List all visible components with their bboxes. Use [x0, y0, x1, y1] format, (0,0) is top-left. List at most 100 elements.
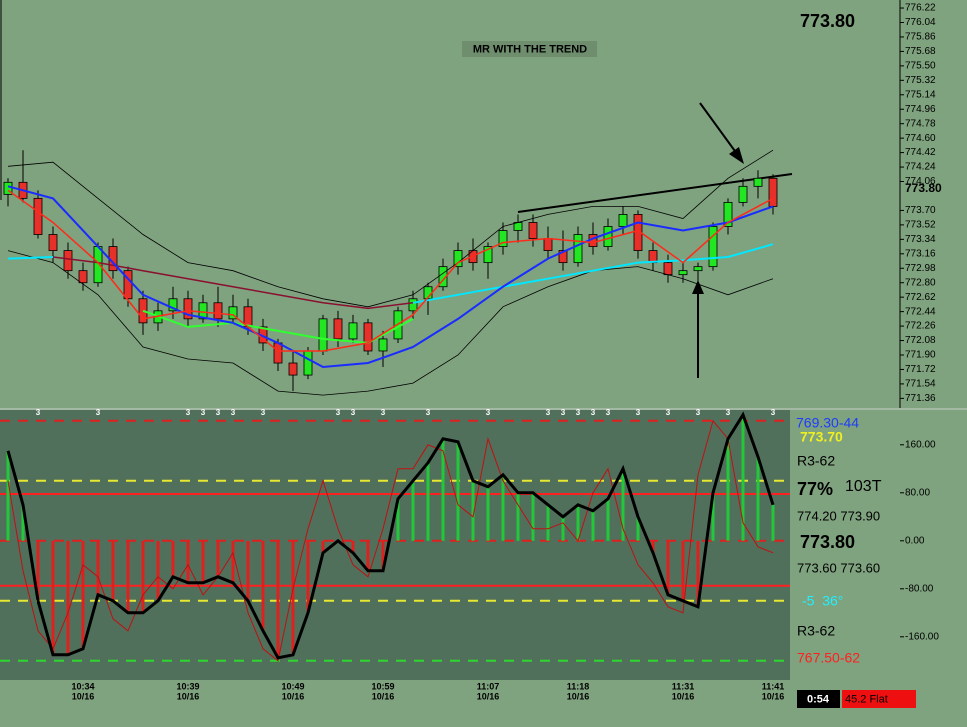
candle-body [693, 266, 703, 272]
histogram-bar [21, 504, 25, 541]
candle-body [663, 262, 673, 276]
histogram-bar [156, 540, 160, 601]
signal-marker: 3 [486, 408, 491, 417]
histogram-bar [756, 456, 760, 541]
candle-body [303, 350, 313, 376]
histogram-bar [291, 540, 295, 655]
histogram-bar [726, 438, 730, 541]
signal-marker: 3 [201, 408, 206, 417]
x-date-label: 10/16 [567, 691, 590, 701]
y-tick-label: -160.00 [905, 631, 939, 642]
annotation-box [462, 41, 597, 57]
histogram-bar [621, 468, 625, 541]
y-tick-label: 775.14 [905, 89, 936, 100]
y-tick-label: 776.22 [905, 3, 936, 14]
x-date-label: 10/16 [672, 691, 695, 701]
histogram-bar [711, 492, 715, 541]
y-tick-label: 80.00 [905, 487, 930, 498]
histogram-bar [231, 540, 235, 583]
y-tick-label: 772.44 [905, 306, 936, 317]
signal-marker: 3 [381, 408, 386, 417]
indicator-line [7, 189, 774, 352]
indicator-line [7, 185, 774, 369]
x-tick-label: 11:18 [567, 681, 590, 691]
candle-body [33, 197, 43, 235]
histogram-bar [351, 540, 355, 553]
arrow-shaft [699, 102, 741, 159]
axes: 776.22 776.04 775.86 775.68 775.50 775.32 775.… [36, 3, 940, 702]
candle-body [558, 250, 568, 264]
candle-body [603, 226, 613, 247]
signal-marker: 3 [186, 408, 191, 417]
signal-marker: 3 [636, 408, 641, 417]
last-price-axis: 773.80 [905, 181, 942, 195]
histogram-bar [501, 474, 505, 541]
x-tick-label: 10:34 [71, 681, 94, 691]
signal-marker: 3 [576, 408, 581, 417]
readout: -5 36° [802, 593, 843, 609]
readout: 773.60 773.60 [797, 560, 880, 575]
y-tick-label: 774.24 [905, 162, 936, 173]
y-tick-label: 775.50 [905, 60, 936, 71]
histogram-bar [36, 540, 40, 601]
indicator-line [6, 411, 775, 660]
candle-body [348, 322, 358, 340]
histogram-bar [171, 540, 175, 577]
y-tick-label: 771.54 [905, 379, 936, 390]
status-box [842, 690, 916, 708]
histogram-bar [216, 540, 220, 577]
arrow-head [729, 147, 744, 164]
histogram-bar [306, 540, 310, 613]
histogram-bar [531, 492, 535, 541]
histogram-bar [666, 540, 670, 595]
y-tick-label: 771.36 [905, 393, 936, 404]
price-plot [3, 149, 778, 396]
candle-body [78, 270, 88, 284]
x-date-label: 10/16 [177, 691, 200, 701]
indicator-line [7, 149, 774, 308]
readout: 103T [845, 478, 882, 495]
signal-marker: 3 [261, 408, 266, 417]
y-tick-label: 774.78 [905, 118, 936, 129]
candle-body [213, 302, 223, 320]
oscillator-panel [0, 410, 790, 680]
y-tick-label: 772.62 [905, 292, 936, 303]
signal-marker: 3 [726, 408, 731, 417]
histogram-bar [591, 510, 595, 541]
candle-body [273, 342, 283, 364]
signal-marker: 3 [771, 408, 776, 417]
histogram-bar [546, 504, 550, 541]
indicator-line [7, 243, 774, 304]
signal-marker: 3 [606, 408, 611, 417]
x-date-label: 10/16 [72, 691, 95, 701]
candle-body [573, 234, 583, 264]
x-tick-label: 11:31 [672, 681, 695, 691]
histogram-bar [651, 540, 655, 553]
candle-body [333, 318, 343, 340]
y-tick-label: 772.08 [905, 335, 936, 346]
readout: R3-62 [797, 623, 835, 639]
oscillator-plot [0, 411, 790, 662]
histogram-bar [186, 540, 190, 583]
candle-body [708, 226, 718, 268]
candle-body [168, 298, 178, 312]
histogram-bar [246, 540, 250, 601]
candle-body [498, 230, 508, 247]
y-tick-label: 774.42 [905, 147, 936, 158]
histogram-bar [126, 540, 130, 613]
histogram-bar [681, 540, 685, 601]
histogram-bar [606, 498, 610, 541]
x-tick-label: 10:49 [281, 681, 304, 691]
y-tick-label: 772.26 [905, 321, 936, 332]
signal-marker: 3 [231, 408, 236, 417]
histogram-bar [576, 504, 580, 541]
indicator-line [7, 250, 774, 396]
y-tick-label: 776.04 [905, 17, 936, 28]
y-tick-label: -80.00 [905, 583, 934, 594]
histogram-bar [636, 516, 640, 541]
candle-body [513, 222, 523, 231]
candle-body [753, 177, 763, 187]
y-tick-label: 774.96 [905, 104, 936, 115]
signal-marker: 3 [546, 408, 551, 417]
candle-body [408, 298, 418, 312]
